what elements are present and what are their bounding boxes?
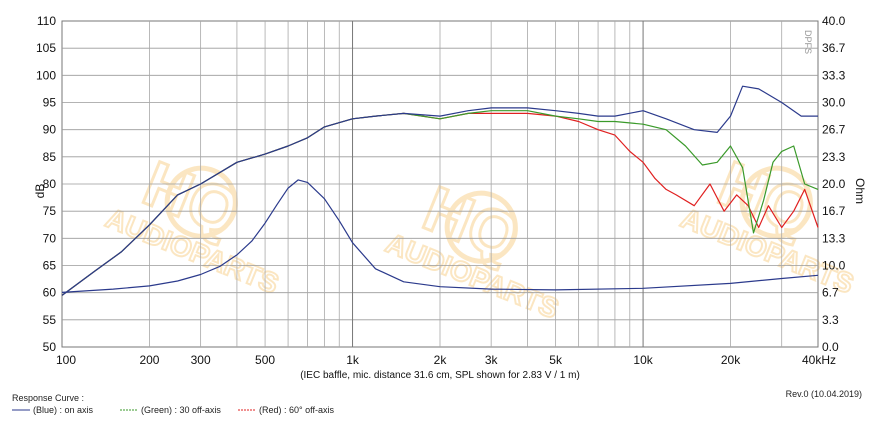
y-left-tick-label: 80 [43, 177, 57, 191]
y-left-tick-label: 50 [43, 340, 57, 354]
legend-item-green: (Green) : 30 off-axis [120, 405, 221, 415]
x-tick-label: 500 [255, 353, 275, 367]
y-right-tick-label: 23.3 [822, 150, 846, 164]
y-left-tick-label: 90 [43, 123, 57, 137]
series-line-blue-on-axis [61, 85, 818, 296]
y-left-tick-label: 70 [43, 231, 57, 245]
y-axis-left-ticks: 50 55 60 65 70 75 80 85 90 95 100 105 110 [36, 14, 56, 354]
legend-label-red: (Red) : 60° off-axis [259, 405, 334, 415]
legend-item-red: (Red) : 60° off-axis [238, 405, 334, 415]
x-tick-label: 40kHz [802, 353, 836, 367]
y-right-tick-label: 26.7 [822, 122, 846, 136]
x-tick-label: 300 [191, 353, 211, 367]
x-tick-label: 1k [346, 353, 360, 367]
y-right-tick-label: 40.0 [822, 14, 846, 28]
y-right-tick-label: 16.7 [822, 204, 846, 218]
x-tick-label: 2k [434, 353, 448, 367]
y-left-tick-label: 110 [37, 14, 56, 28]
legend-item-blue: (Blue) : on axis [12, 405, 94, 415]
y-left-tick-label: 85 [43, 150, 57, 164]
legend-label-green: (Green) : 30 off-axis [141, 405, 221, 415]
y-axis-right-label: Ohm [853, 178, 867, 204]
series-group [61, 85, 819, 296]
y-left-tick-label: 105 [36, 41, 56, 55]
y-right-tick-label: 30.0 [822, 96, 846, 110]
x-axis-ticks: 100 200 300 500 1k 2k 3k 5k 10k 20k 40kHz [56, 353, 836, 367]
y-axis-right-ticks: 0.0 3.3 6.7 10.0 13.3 16.7 20.0 23.3 26.7 30.0 33.… [822, 14, 846, 354]
y-left-tick-label: 100 [36, 68, 56, 82]
y-right-tick-label: 0.0 [822, 340, 839, 354]
y-axis-left-label: dB [33, 184, 47, 199]
y-right-tick-label: 13.3 [822, 232, 846, 246]
x-tick-label: 10k [633, 353, 653, 367]
x-tick-label: 200 [139, 353, 159, 367]
y-right-tick-label: 3.3 [822, 313, 839, 327]
y-right-tick-label: 20.0 [822, 177, 846, 191]
x-tick-label: 100 [56, 353, 76, 367]
y-left-tick-label: 55 [43, 313, 57, 327]
y-right-tick-label: 6.7 [822, 285, 839, 299]
y-right-tick-label: 10.0 [822, 259, 846, 273]
y-left-tick-label: 75 [43, 204, 57, 218]
y-left-tick-label: 65 [43, 259, 57, 273]
y-right-tick-label: 36.7 [822, 41, 846, 55]
chart-caption: (IEC baffle, mic. distance 31.6 cm, SPL … [300, 370, 580, 381]
legend-title: Response Curve : [12, 393, 84, 403]
legend-label-blue: (Blue) : on axis [33, 405, 94, 415]
grid [62, 21, 818, 347]
series-line-impedance [61, 179, 819, 293]
revision-label: Rev.0 (10.04.2019) [786, 389, 862, 399]
y-left-tick-label: 60 [43, 286, 57, 300]
corner-mark: DPFS [803, 30, 813, 54]
x-tick-label: 20k [721, 353, 741, 367]
y-right-tick-label: 33.3 [822, 69, 846, 83]
y-left-tick-label: 95 [43, 96, 57, 110]
x-tick-label: 5k [549, 353, 563, 367]
x-tick-label: 3k [485, 353, 499, 367]
